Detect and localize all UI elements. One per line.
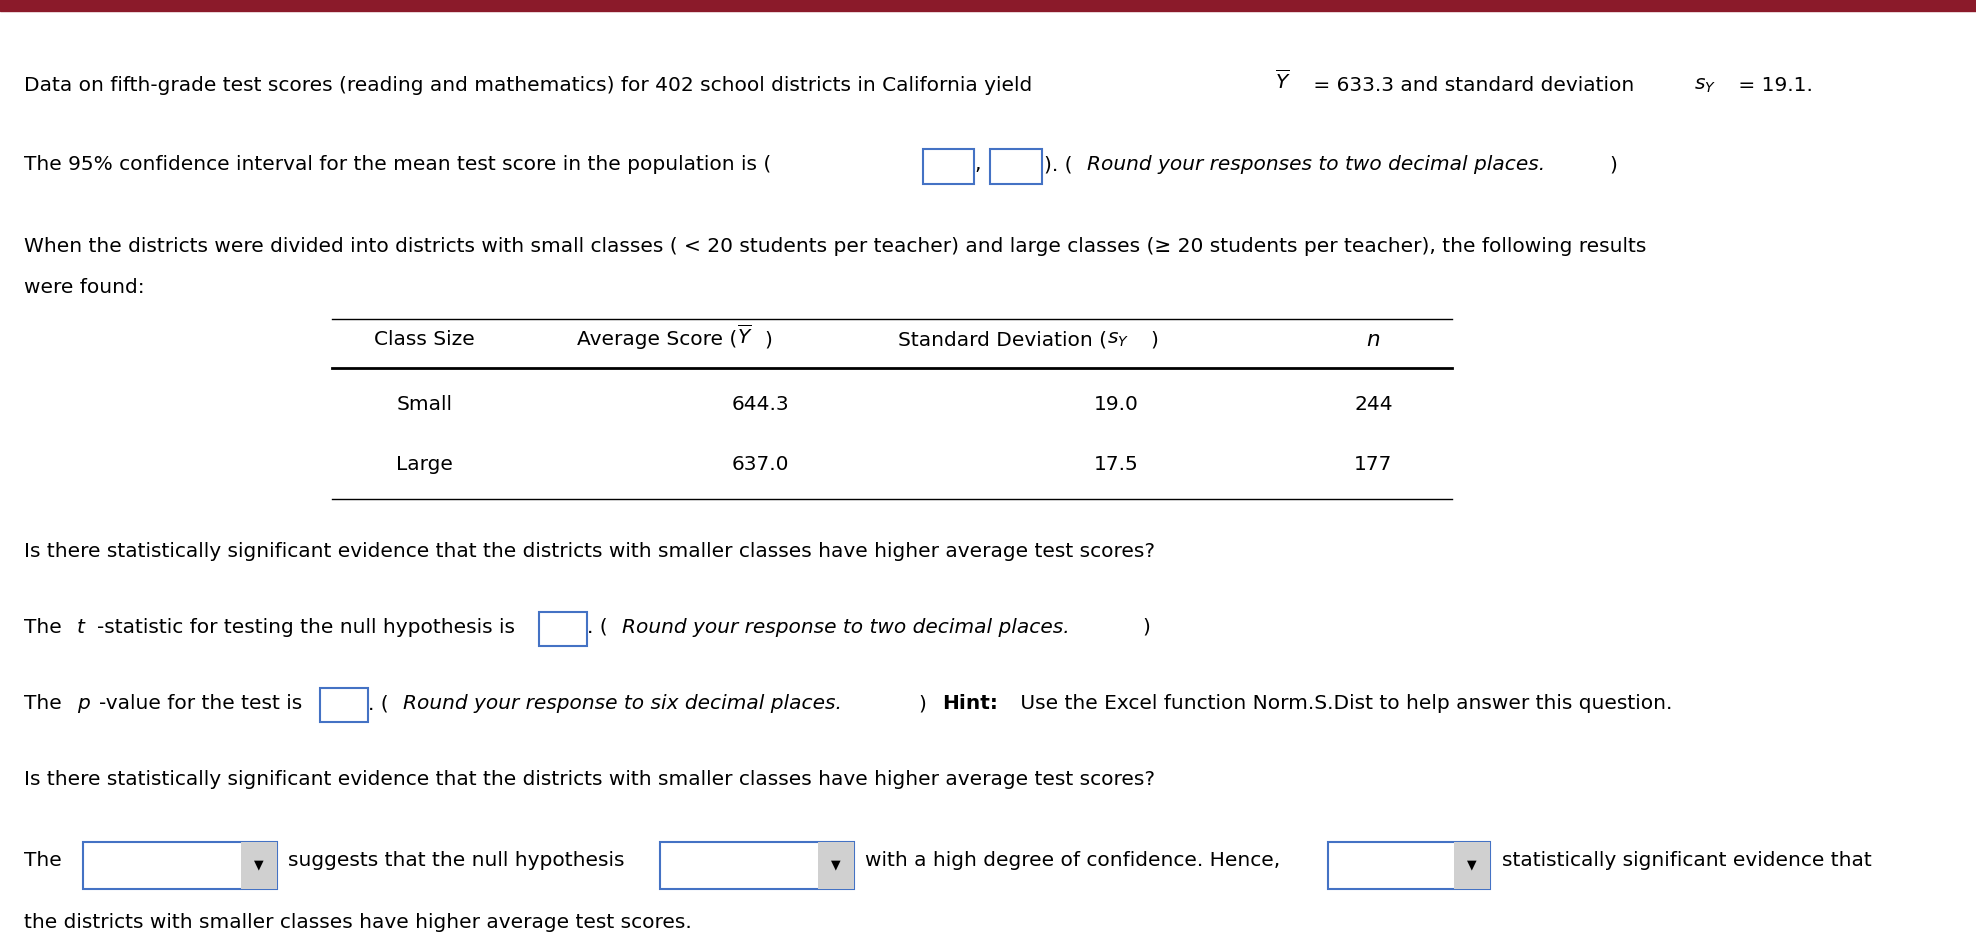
- Text: ▼: ▼: [832, 859, 840, 872]
- Text: ▼: ▼: [255, 859, 263, 872]
- Text: 244: 244: [1354, 395, 1393, 414]
- Text: The: The: [24, 694, 67, 713]
- Text: ): ): [1610, 155, 1618, 174]
- Text: $s_Y$: $s_Y$: [1107, 330, 1128, 349]
- Text: ▼: ▼: [1468, 859, 1476, 872]
- Text: 19.0: 19.0: [1095, 395, 1138, 414]
- FancyBboxPatch shape: [818, 842, 854, 889]
- Text: ). (: ). (: [1043, 155, 1073, 174]
- Text: . (: . (: [587, 618, 607, 637]
- Text: 17.5: 17.5: [1095, 455, 1138, 474]
- Text: ): ): [765, 330, 773, 349]
- Text: 637.0: 637.0: [731, 455, 790, 474]
- Text: = 633.3 and standard deviation: = 633.3 and standard deviation: [1306, 76, 1640, 95]
- Text: $\overline{Y}$: $\overline{Y}$: [1275, 69, 1290, 92]
- Text: p: p: [77, 694, 89, 713]
- Text: When the districts were divided into districts with small classes ( < 20 student: When the districts were divided into dis…: [24, 237, 1646, 256]
- FancyBboxPatch shape: [1454, 842, 1490, 889]
- Text: Is there statistically significant evidence that the districts with smaller clas: Is there statistically significant evide…: [24, 770, 1154, 789]
- Text: The 95% confidence interval for the mean test score in the population is (: The 95% confidence interval for the mean…: [24, 155, 771, 174]
- Text: Round your response to two decimal places.: Round your response to two decimal place…: [622, 618, 1071, 637]
- Text: Data on fifth-grade test scores (reading and mathematics) for 402 school distric: Data on fifth-grade test scores (reading…: [24, 76, 1037, 95]
- FancyBboxPatch shape: [83, 842, 277, 889]
- Text: t: t: [77, 618, 85, 637]
- Text: ): ): [919, 694, 933, 713]
- Text: Use the Excel function Norm.S.Dist to help answer this question.: Use the Excel function Norm.S.Dist to he…: [1014, 694, 1672, 713]
- Text: Small: Small: [397, 395, 453, 414]
- Text: the districts with smaller classes have higher average test scores.: the districts with smaller classes have …: [24, 913, 692, 932]
- Text: $n$: $n$: [1365, 329, 1381, 350]
- Text: -value for the test is: -value for the test is: [99, 694, 302, 713]
- FancyBboxPatch shape: [241, 842, 277, 889]
- Text: Standard Deviation (: Standard Deviation (: [897, 330, 1107, 349]
- Text: Round your response to six decimal places.: Round your response to six decimal place…: [403, 694, 842, 713]
- Text: The: The: [24, 851, 61, 870]
- Text: 177: 177: [1354, 455, 1393, 474]
- Text: 644.3: 644.3: [731, 395, 790, 414]
- Text: Round your responses to two decimal places.: Round your responses to two decimal plac…: [1087, 155, 1545, 174]
- Text: with a high degree of confidence. Hence,: with a high degree of confidence. Hence,: [865, 851, 1280, 870]
- FancyBboxPatch shape: [990, 149, 1041, 184]
- Text: -statistic for testing the null hypothesis is: -statistic for testing the null hypothes…: [97, 618, 516, 637]
- Text: Large: Large: [397, 455, 453, 474]
- Text: Is there statistically significant evidence that the districts with smaller clas: Is there statistically significant evide…: [24, 542, 1154, 561]
- Text: statistically significant evidence that: statistically significant evidence that: [1502, 851, 1871, 870]
- Text: Class Size: Class Size: [375, 330, 474, 349]
- Text: ): ): [1150, 330, 1158, 349]
- Text: $s_Y$: $s_Y$: [1693, 76, 1717, 95]
- FancyBboxPatch shape: [539, 612, 587, 646]
- Text: Hint:: Hint:: [943, 694, 998, 713]
- FancyBboxPatch shape: [923, 149, 974, 184]
- FancyBboxPatch shape: [660, 842, 854, 889]
- Text: were found:: were found:: [24, 278, 144, 297]
- Text: Average Score (: Average Score (: [577, 330, 737, 349]
- Text: $\overline{Y}$: $\overline{Y}$: [737, 325, 753, 347]
- Text: ,: ,: [974, 155, 980, 174]
- FancyBboxPatch shape: [320, 688, 368, 723]
- Text: ): ): [1142, 618, 1150, 637]
- Text: = 19.1.: = 19.1.: [1731, 76, 1812, 95]
- Text: suggests that the null hypothesis: suggests that the null hypothesis: [288, 851, 624, 870]
- FancyBboxPatch shape: [1328, 842, 1490, 889]
- Bar: [0, 0, 1976, 11]
- Text: The: The: [24, 618, 67, 637]
- Text: . (: . (: [368, 694, 387, 713]
